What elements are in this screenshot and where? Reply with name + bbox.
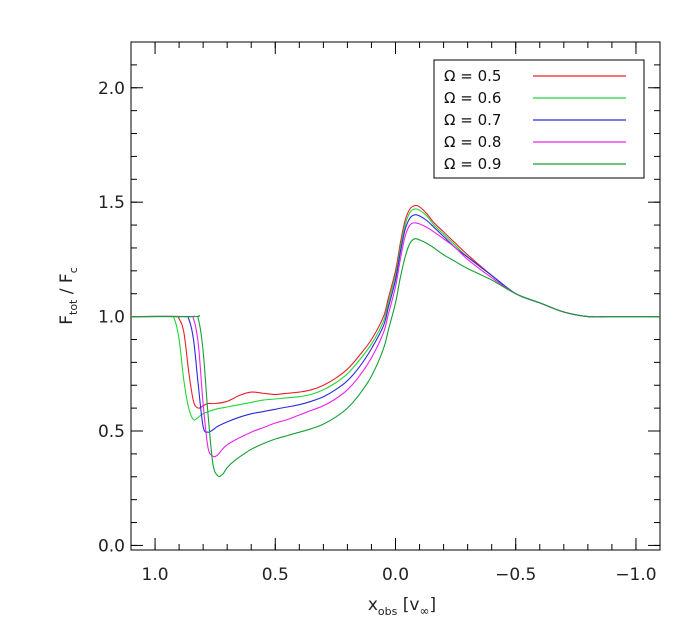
- x-axis-label: xobs [v∞]: [368, 595, 436, 618]
- y-tick-label: 0.0: [98, 536, 125, 556]
- legend-label: Ω = 0.5: [444, 67, 501, 85]
- legend: Ω = 0.5 Ω = 0.6 Ω = 0.7 Ω = 0.8 Ω = 0.9: [433, 59, 645, 179]
- y-axis-label: Ftot / Fc: [57, 267, 80, 325]
- x-tick-label: −1.0: [615, 565, 656, 585]
- x-tick-label: 0.5: [262, 565, 289, 585]
- series-line-3: [130, 214, 660, 433]
- y-tick-label: 2.0: [98, 79, 125, 99]
- legend-box: [433, 59, 645, 179]
- legend-label: Ω = 0.9: [444, 155, 501, 173]
- x-tick-label: 0.0: [382, 565, 409, 585]
- series-lines: [130, 204, 660, 477]
- x-tick-label: 1.0: [142, 565, 169, 585]
- series-line-4: [130, 222, 660, 458]
- x-tick-label: −0.5: [495, 565, 536, 585]
- legend-label: Ω = 0.8: [444, 133, 501, 151]
- series-line-5: [130, 238, 660, 477]
- series-line-1: [130, 204, 660, 409]
- axis-tick-labels: 1.0 0.5 0.0 −0.5 −1.0 0.0 0.5 1.0 1.5 2.0: [98, 79, 657, 585]
- y-tick-label: 1.0: [98, 308, 125, 328]
- y-tick-label: 1.5: [98, 193, 125, 213]
- axis-ticks: [130, 41, 661, 550]
- legend-label: Ω = 0.7: [444, 111, 501, 129]
- series-line-2: [130, 208, 660, 421]
- y-tick-label: 0.5: [98, 422, 125, 442]
- legend-label: Ω = 0.6: [444, 89, 501, 107]
